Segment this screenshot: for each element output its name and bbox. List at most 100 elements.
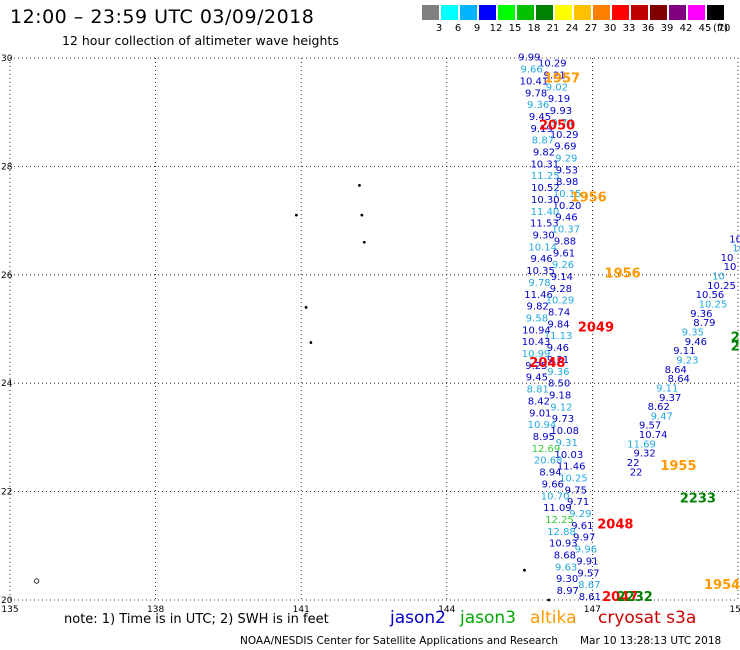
credit-line: NOAA/NESDIS Center for Satellite Applica…: [240, 635, 558, 647]
wave-height-value: 10.15: [553, 189, 582, 200]
wave-height-value: 9.75: [565, 485, 587, 496]
wave-height-value: 10.37: [552, 225, 581, 236]
wave-height-value: 8.64: [665, 365, 687, 376]
wave-height-value: 9.57: [577, 568, 599, 579]
wave-height-value: 9.19: [530, 124, 552, 135]
scale-label: 33: [622, 23, 636, 34]
pass-time-label: 1955: [660, 459, 696, 474]
wave-height-value: 9.29: [569, 509, 591, 520]
wave-height-value: 20.68: [534, 456, 563, 467]
islands-layer: [34, 183, 551, 602]
scale-swatch: [441, 5, 458, 20]
wave-height-value: 8.42: [528, 396, 550, 407]
wave-height-value: 9.58: [526, 313, 548, 324]
wave-height-value: 8.64: [668, 374, 690, 385]
lon-tick-label: 135: [1, 605, 18, 615]
wave-height-value: 10.94: [522, 325, 551, 336]
island-dot: [304, 305, 308, 309]
pass-time-labels: 1957 2050 1956 1956 2049 2048 1955 2233 2048 1954…: [529, 71, 740, 605]
wave-height-value: 9.31: [556, 438, 578, 449]
wave-height-value: 8.79: [693, 318, 715, 329]
scale-label: 9: [473, 23, 481, 34]
wave-height-value: 9.93: [550, 106, 572, 117]
wave-height-value: 10.29: [550, 130, 579, 141]
wave-height-value: 10: [724, 262, 737, 273]
scale-label: 45: [698, 23, 712, 34]
wave-height-value: 10: [732, 244, 740, 255]
wave-height-value: 9.45: [529, 112, 551, 123]
wave-height-value: 9.29: [555, 153, 577, 164]
wave-height-value: 11.46: [524, 290, 553, 301]
wave-height-value: 9.46: [685, 337, 707, 348]
wave-height-value: 8.97: [557, 586, 579, 597]
scale-label: 21: [546, 23, 560, 34]
wave-height-value: 9.96: [575, 545, 597, 556]
island-dot: [294, 213, 298, 217]
wave-height-value: 10.20: [553, 201, 582, 212]
wave-height-value: 9.99: [518, 53, 540, 64]
scale-label: 15: [508, 23, 522, 34]
wave-height-value: 10: [721, 253, 734, 264]
wave-height-value: 9.74: [552, 118, 574, 129]
lon-tick-label: 138: [147, 605, 164, 615]
wave-height-value: 10.08: [550, 426, 579, 437]
wave-height-value: 9.45: [526, 373, 548, 384]
pass-time-label: 2049: [578, 321, 614, 336]
wave-height-value: 9.84: [547, 319, 569, 330]
scale-label: 27: [584, 23, 598, 34]
wave-height-value: 8.68: [554, 551, 576, 562]
wave-height-value: 9.19: [548, 94, 570, 105]
wave-height-value: 9.78: [525, 88, 547, 99]
island-dot: [360, 213, 364, 217]
wave-height-value: 11.69: [627, 439, 656, 450]
wave-height-value: 9.71: [567, 497, 589, 508]
wave-height-value: 9.30: [556, 574, 578, 585]
wave-height-value: 10.29: [538, 59, 567, 70]
wave-height-value: 10.31: [530, 159, 559, 170]
wave-height-value: 10.14: [528, 242, 557, 253]
island-outline: [34, 578, 40, 584]
wave-height-value: 10.94: [528, 420, 557, 431]
wave-height-value: 10.52: [531, 183, 560, 194]
wave-height-value: 9.57: [639, 421, 661, 432]
wave-height-value: 9.36: [547, 367, 569, 378]
wave-height-value: 9.21: [547, 355, 569, 366]
wave-height-value: 9.46: [555, 213, 577, 224]
wave-height-value: 9.11: [673, 346, 695, 357]
scale-label: 42: [679, 23, 693, 34]
scale-swatch: [555, 5, 572, 20]
scale-swatch: [422, 5, 439, 20]
pass-time-label: 2048: [597, 517, 633, 532]
wave-height-value: 11.53: [530, 219, 559, 230]
wave-height-value: 10.35: [526, 266, 555, 277]
scale-swatch: [707, 5, 724, 20]
lon-tick-label: 147: [584, 605, 601, 615]
pass-time-label: 25: [731, 330, 740, 345]
scale-label: 24: [565, 23, 579, 34]
wave-height-value: 9.14: [551, 272, 573, 283]
wave-height-value: 9.23: [676, 355, 698, 366]
legend-item-jason2: jason2: [390, 608, 446, 628]
pass-time-label: 22: [731, 340, 740, 355]
island-dot: [362, 240, 366, 244]
wave-height-value: 10.99: [522, 349, 551, 360]
wave-height-value: 8.95: [533, 432, 555, 443]
scale-swatch: [612, 5, 629, 20]
wave-height-value: 9.88: [554, 236, 576, 247]
pass-time-label: 2047: [602, 590, 638, 605]
wave-height-value: 8.94: [539, 468, 561, 479]
scale-swatch: [688, 5, 705, 20]
wave-height-value: 10.56: [696, 290, 725, 301]
wave-height-value: 8.81: [527, 385, 549, 396]
island-dot: [547, 598, 551, 602]
wave-height-value: 10: [729, 234, 740, 245]
wave-height-value: 22: [630, 467, 643, 478]
wave-height-value: 11.09: [543, 503, 572, 514]
legend-item-jason3: jason3: [460, 608, 516, 628]
scale-label: 12: [489, 23, 503, 34]
wave-height-value: 9.25: [525, 361, 547, 372]
wave-height-value: 10.70: [541, 491, 570, 502]
wave-height-value: 9.61: [553, 248, 575, 259]
scale-label: 30: [603, 23, 617, 34]
map-grid: [9, 57, 739, 601]
